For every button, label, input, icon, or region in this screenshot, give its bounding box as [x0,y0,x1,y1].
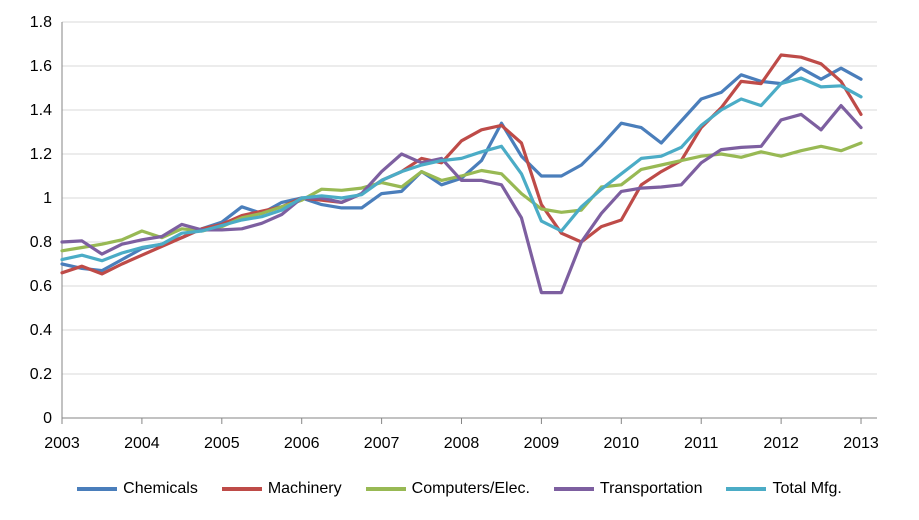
y-tick-label: 1.8 [30,14,52,31]
y-tick-label: 0.6 [30,278,52,295]
legend-swatch [553,487,594,491]
series-line-transportation [60,103,863,295]
y-tick-label: 1 [43,190,52,207]
legend-item-total-mfg: Total Mfg. [726,480,842,498]
x-tick-label: 2007 [364,435,400,452]
x-tick-label: 2011 [684,435,719,452]
x-tick-label: 2006 [284,435,320,452]
x-tick-label: 2010 [604,435,640,452]
x-tick-label: 2003 [44,435,80,452]
y-tick-label: 0 [43,410,52,427]
y-tick-label: 0.4 [30,322,52,339]
y-tick-label: 0.8 [30,234,52,251]
legend: Chemicals Machinery Computers/Elec. Transpo… [0,476,919,502]
y-tick-label: 1.6 [30,58,52,75]
series-line-machinery [60,53,863,276]
legend-label: Chemicals [123,480,198,497]
x-tick-label: 2013 [843,435,879,452]
y-tick-label: 1.2 [30,146,52,163]
legend-item-chemicals: Chemicals [77,480,198,498]
legend-label: Machinery [267,480,342,497]
y-tick-label: 1.4 [30,102,52,119]
x-tick-label: 2008 [444,435,480,452]
legend-item-transportation: Transportation [553,480,703,498]
legend-swatch [726,487,767,491]
legend-swatch [77,487,118,491]
y-tick-label: 0.2 [30,366,52,383]
legend-swatch [221,487,262,491]
x-tick-label: 2009 [524,435,560,452]
x-tick-label: 2004 [124,435,160,452]
legend-label: Transportation [599,480,703,497]
legend-swatch [365,487,406,491]
series-line-total-mfg [60,76,863,263]
legend-item-machinery: Machinery [221,480,342,498]
x-tick-label: 2005 [204,435,240,452]
x-tick-label: 2012 [763,435,799,452]
legend-label: Total Mfg. [772,480,842,497]
legend-label: Computers/Elec. [411,480,530,497]
legend-item-computers-elec: Computers/Elec. [365,480,530,498]
